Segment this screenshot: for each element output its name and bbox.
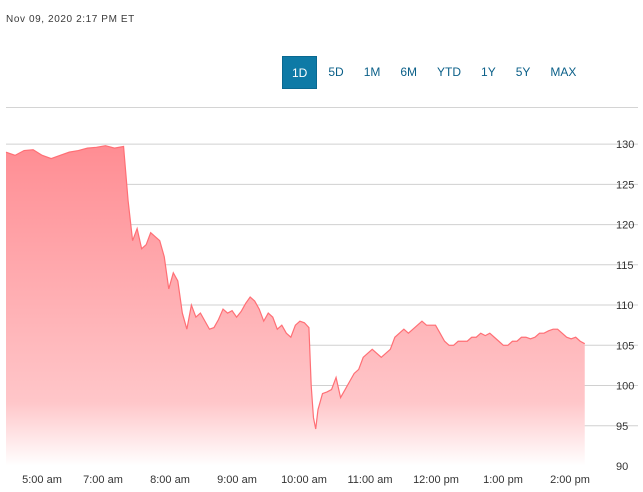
range-button-max[interactable]: MAX — [550, 65, 577, 79]
header-divider — [6, 107, 638, 108]
range-selector: 1D 5D 1M 6M YTD 1Y 5Y MAX — [282, 56, 587, 89]
range-button-6m[interactable]: 6M — [400, 65, 418, 79]
range-button-ytd[interactable]: YTD — [437, 65, 462, 79]
x-tick-label: 1:00 pm — [483, 474, 523, 486]
x-tick-label: 9:00 am — [217, 474, 257, 486]
y-tick-label: 90 — [616, 461, 628, 473]
x-tick-label: 2:00 pm — [550, 474, 590, 486]
y-tick-label: 130 — [616, 139, 634, 151]
y-tick-label: 120 — [616, 220, 634, 232]
range-button-1m[interactable]: 1M — [363, 65, 381, 79]
y-tick-label: 115 — [616, 260, 634, 272]
price-area — [6, 145, 585, 466]
x-tick-label: 12:00 pm — [413, 474, 459, 486]
y-tick-label: 105 — [616, 340, 634, 352]
range-button-5d[interactable]: 5D — [328, 65, 344, 79]
x-tick-label: 10:00 am — [281, 474, 327, 486]
range-button-1d[interactable]: 1D — [282, 56, 318, 89]
range-button-1y[interactable]: 1Y — [481, 65, 496, 79]
x-tick-label: 11:00 am — [347, 474, 392, 486]
x-tick-label: 7:00 am — [83, 474, 123, 486]
range-button-5y[interactable]: 5Y — [515, 65, 531, 79]
y-tick-label: 100 — [616, 381, 634, 393]
x-tick-label: 5:00 am — [22, 474, 62, 486]
x-tick-label: 8:00 am — [150, 474, 190, 486]
chart-timestamp: Nov 09, 2020 2:17 PM ET — [6, 14, 135, 25]
y-tick-label: 95 — [616, 421, 628, 433]
price-line — [5, 145, 586, 430]
y-tick-label: 110 — [616, 300, 634, 312]
y-tick-label: 125 — [616, 179, 634, 191]
